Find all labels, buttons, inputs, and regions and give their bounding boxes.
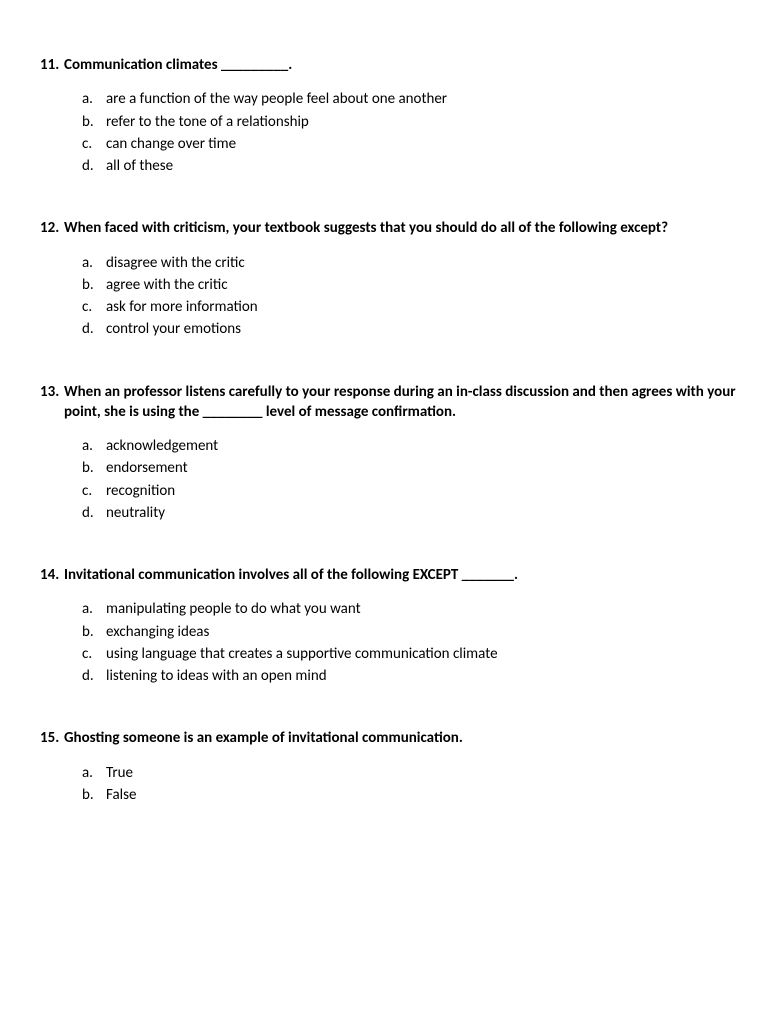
question-number: 15.	[40, 728, 64, 748]
question: 11.Communication climates _________. a.ar…	[40, 55, 744, 176]
question-number: 12.	[40, 218, 64, 238]
option-letter: d.	[82, 319, 106, 339]
option-letter: b.	[82, 622, 106, 642]
option-letter: a.	[82, 253, 106, 273]
question-header: 11.Communication climates _________.	[40, 55, 744, 75]
option-text: all of these	[106, 156, 744, 176]
option: a.acknowledgement	[82, 436, 744, 456]
option: a.manipulating people to do what you wan…	[82, 599, 744, 619]
option-letter: c.	[82, 481, 106, 501]
option-letter: c.	[82, 134, 106, 154]
option-letter: b.	[82, 785, 106, 805]
option-letter: d.	[82, 503, 106, 523]
option-list: a.acknowledgementb.endorsementc.recognit…	[82, 436, 744, 523]
option-letter: a.	[82, 89, 106, 109]
question-header: 15.Ghosting someone is an example of inv…	[40, 728, 744, 748]
option-letter: c.	[82, 644, 106, 664]
option: b.endorsement	[82, 458, 744, 478]
option-list: a.manipulating people to do what you wan…	[82, 599, 744, 686]
question-header: 13.When an professor listens carefully t…	[40, 382, 744, 423]
option: a.are a function of the way people feel …	[82, 89, 744, 109]
option-text: agree with the critic	[106, 275, 744, 295]
option: a.disagree with the critic	[82, 253, 744, 273]
option-text: False	[106, 785, 744, 805]
question-text: Invitational communication involves all …	[64, 565, 744, 585]
option-list: a.are a function of the way people feel …	[82, 89, 744, 176]
option-text: can change over time	[106, 134, 744, 154]
question: 12.When faced with criticism, your textb…	[40, 218, 744, 339]
option-letter: c.	[82, 297, 106, 317]
option-text: acknowledgement	[106, 436, 744, 456]
option-text: endorsement	[106, 458, 744, 478]
question: 14.Invitational communication involves a…	[40, 565, 744, 686]
option: d.listening to ideas with an open mind	[82, 666, 744, 686]
option: c.recognition	[82, 481, 744, 501]
option: b.agree with the critic	[82, 275, 744, 295]
option-text: neutrality	[106, 503, 744, 523]
question-text: When faced with criticism, your textbook…	[64, 218, 744, 238]
question-header: 14.Invitational communication involves a…	[40, 565, 744, 585]
option: c.ask for more information	[82, 297, 744, 317]
question: 15.Ghosting someone is an example of inv…	[40, 728, 744, 805]
option: d.neutrality	[82, 503, 744, 523]
question-list: 11.Communication climates _________.a.ar…	[40, 55, 744, 805]
option-letter: d.	[82, 156, 106, 176]
option-letter: b.	[82, 275, 106, 295]
option-text: exchanging ideas	[106, 622, 744, 642]
question-text: Ghosting someone is an example of invita…	[64, 728, 744, 748]
option-text: ask for more information	[106, 297, 744, 317]
option-text: listening to ideas with an open mind	[106, 666, 744, 686]
option: c.using language that creates a supporti…	[82, 644, 744, 664]
option-text: are a function of the way people feel ab…	[106, 89, 744, 109]
option: b.False	[82, 785, 744, 805]
question-text: Communication climates _________.	[64, 55, 744, 75]
option-text: True	[106, 763, 744, 783]
option-letter: d.	[82, 666, 106, 686]
option: b.exchanging ideas	[82, 622, 744, 642]
option-letter: a.	[82, 436, 106, 456]
option: c.can change over time	[82, 134, 744, 154]
option: b.refer to the tone of a relationship	[82, 112, 744, 132]
option-list: a.disagree with the criticb.agree with t…	[82, 253, 744, 340]
question-text: When an professor listens carefully to y…	[64, 382, 744, 423]
option: d.all of these	[82, 156, 744, 176]
option-list: a.Trueb.False	[82, 763, 744, 806]
option: a.True	[82, 763, 744, 783]
option-text: recognition	[106, 481, 744, 501]
question-number: 13.	[40, 382, 64, 423]
option-letter: a.	[82, 763, 106, 783]
option: d.control your emotions	[82, 319, 744, 339]
option-letter: a.	[82, 599, 106, 619]
question-number: 11.	[40, 55, 64, 75]
option-text: disagree with the critic	[106, 253, 744, 273]
option-text: control your emotions	[106, 319, 744, 339]
option-text: using language that creates a supportive…	[106, 644, 744, 664]
question-header: 12.When faced with criticism, your textb…	[40, 218, 744, 238]
question-number: 14.	[40, 565, 64, 585]
option-letter: b.	[82, 458, 106, 478]
option-letter: b.	[82, 112, 106, 132]
option-text: manipulating people to do what you want	[106, 599, 744, 619]
option-text: refer to the tone of a relationship	[106, 112, 744, 132]
question: 13.When an professor listens carefully t…	[40, 382, 744, 524]
